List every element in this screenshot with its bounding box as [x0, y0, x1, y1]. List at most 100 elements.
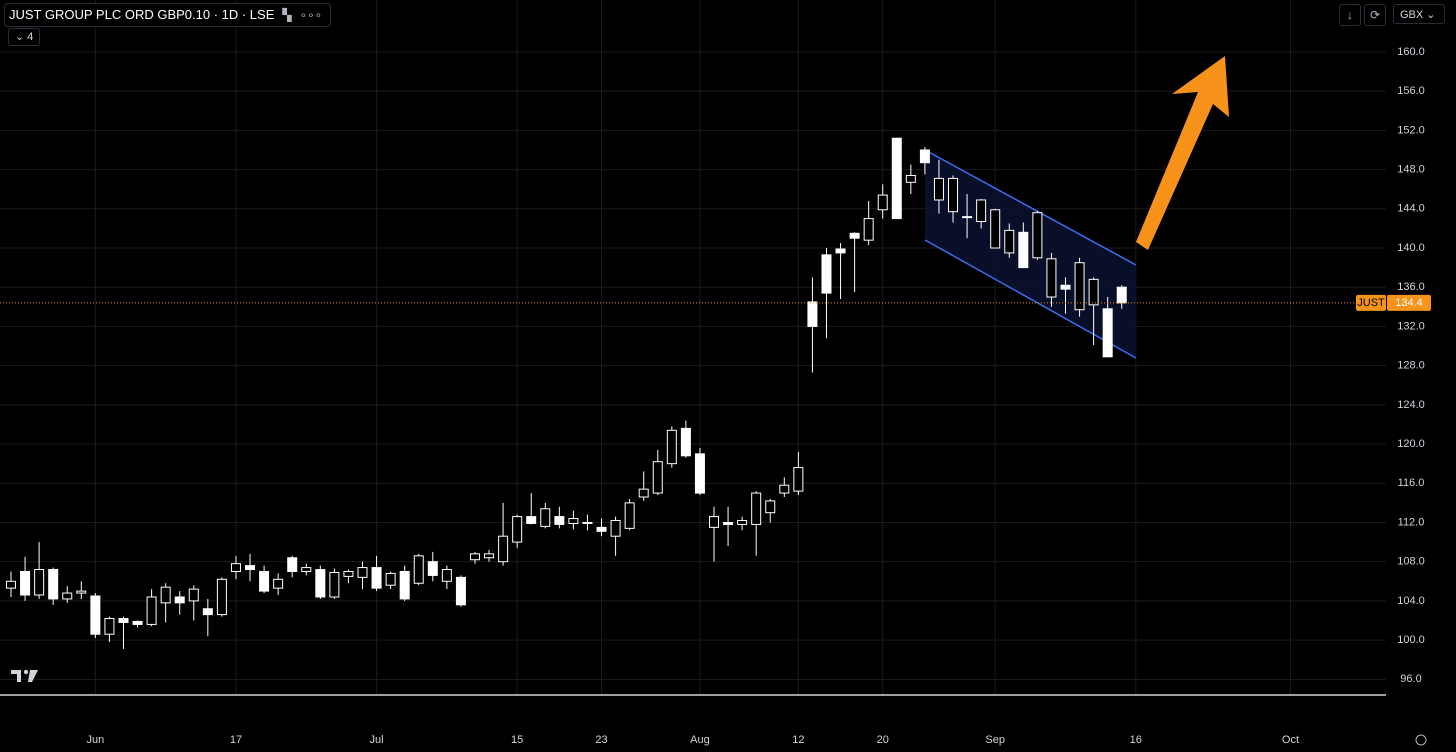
candle-body	[1032, 212, 1043, 259]
candle-body	[948, 177, 959, 213]
x-tick-label: Oct	[1282, 734, 1299, 746]
candle-body	[76, 590, 87, 594]
tv-logo	[11, 669, 38, 682]
candle-body	[962, 216, 973, 219]
candle-body	[807, 301, 818, 327]
indicator-count: 4	[27, 31, 34, 43]
candle-body	[1060, 284, 1071, 290]
candle-body	[62, 592, 73, 600]
settings-icon[interactable]	[1415, 734, 1427, 746]
candle-body	[146, 596, 157, 625]
candle-body	[1074, 262, 1085, 311]
candle-body	[526, 516, 537, 524]
candle-body	[1102, 308, 1113, 358]
candle-body	[273, 578, 284, 589]
candle-body	[6, 580, 16, 589]
candle-body	[540, 508, 551, 527]
price-tag-bg	[1387, 294, 1431, 311]
candle-body	[188, 588, 199, 602]
candle-body	[582, 521, 593, 524]
x-tick-label: Sep	[985, 734, 1005, 746]
candle-body	[905, 174, 916, 183]
candle-body	[610, 520, 621, 537]
y-tick-label: 148.0	[1397, 163, 1425, 175]
candle-body	[357, 567, 368, 578]
candle-body	[174, 596, 185, 604]
candle-body	[638, 488, 649, 498]
y-tick-label: 108.0	[1397, 556, 1425, 568]
download-button[interactable]: ↓	[1339, 4, 1361, 26]
candle-body	[427, 561, 438, 576]
symbol-tag: JUST	[1357, 297, 1385, 309]
candle-body	[34, 569, 45, 596]
x-tick-label: 16	[1130, 734, 1142, 746]
candle-body	[512, 516, 523, 543]
candle-body	[596, 526, 607, 532]
candle-body	[877, 194, 888, 211]
candle-body	[259, 570, 270, 592]
y-tick-label: 120.0	[1397, 438, 1425, 450]
candle-body	[1088, 278, 1099, 306]
x-tick-label: 23	[595, 734, 607, 746]
candle-body	[666, 429, 677, 465]
x-tick-label: 15	[511, 734, 523, 746]
candle-body	[737, 520, 748, 525]
symbol-tag-bg	[1356, 294, 1386, 311]
candle-body	[301, 567, 312, 572]
candle-body	[835, 248, 846, 254]
candle-body	[779, 484, 790, 494]
y-tick-label: 112.0	[1398, 516, 1425, 528]
candle-body	[329, 571, 340, 598]
candle-body	[48, 569, 59, 600]
candle-body	[976, 199, 987, 223]
candle-body	[315, 569, 326, 598]
candles	[6, 137, 1127, 649]
candle-body	[230, 563, 241, 572]
symbol-title: JUST GROUP PLC ORD GBP0.10 · 1D · LSE	[9, 7, 275, 22]
candle-body	[849, 232, 860, 239]
candle-body	[919, 149, 930, 164]
channel-lower	[924, 239, 1137, 359]
y-tick-label: 132.0	[1397, 320, 1425, 332]
y-tick-label: 156.0	[1397, 85, 1425, 97]
x-tick-label: 20	[877, 734, 889, 746]
candle-body	[469, 553, 480, 561]
x-tick-label: Jun	[86, 734, 104, 746]
candle-body	[343, 570, 354, 577]
candle-body	[933, 177, 944, 201]
grid	[0, 0, 1386, 695]
candle-body	[624, 502, 635, 529]
y-tick-label: 152.0	[1397, 124, 1425, 136]
candle-body	[652, 461, 663, 494]
candle-body	[413, 555, 424, 584]
y-tick-label: 160.0	[1397, 46, 1425, 58]
candle-body	[1046, 258, 1057, 298]
refresh-button[interactable]: ⟳	[1364, 4, 1386, 26]
candle-body	[399, 570, 410, 600]
candle-body	[90, 595, 101, 635]
symbol-header[interactable]: JUST GROUP PLC ORD GBP0.10 · 1D · LSE ▚ …	[4, 3, 332, 27]
currency-select[interactable]: GBX ⌄	[1393, 4, 1445, 24]
x-tick-label: Aug	[690, 734, 710, 746]
indicators-toggle[interactable]: ⌄ 4	[8, 28, 41, 46]
x-tick-label: 17	[230, 734, 242, 746]
y-tick-label: 116.0	[1398, 477, 1425, 489]
y-tick-label: 96.0	[1400, 673, 1421, 685]
more-icon[interactable]: ∘∘∘	[299, 8, 323, 22]
candle-body	[385, 572, 396, 586]
candle-body	[891, 137, 902, 220]
flag-icon[interactable]: ▚	[282, 8, 292, 22]
y-tick-label: 144.0	[1397, 203, 1425, 215]
candle-body	[751, 492, 762, 525]
candle-body	[680, 427, 691, 457]
y-tick-label: 136.0	[1397, 281, 1425, 293]
y-tick-label: 140.0	[1397, 242, 1425, 254]
price-tag: 134.4	[1395, 297, 1423, 309]
candle-body	[216, 578, 227, 616]
channel-upper	[924, 149, 1137, 266]
candle-body	[20, 570, 31, 596]
candle-body	[441, 569, 452, 582]
y-tick-label: 124.0	[1397, 399, 1425, 411]
